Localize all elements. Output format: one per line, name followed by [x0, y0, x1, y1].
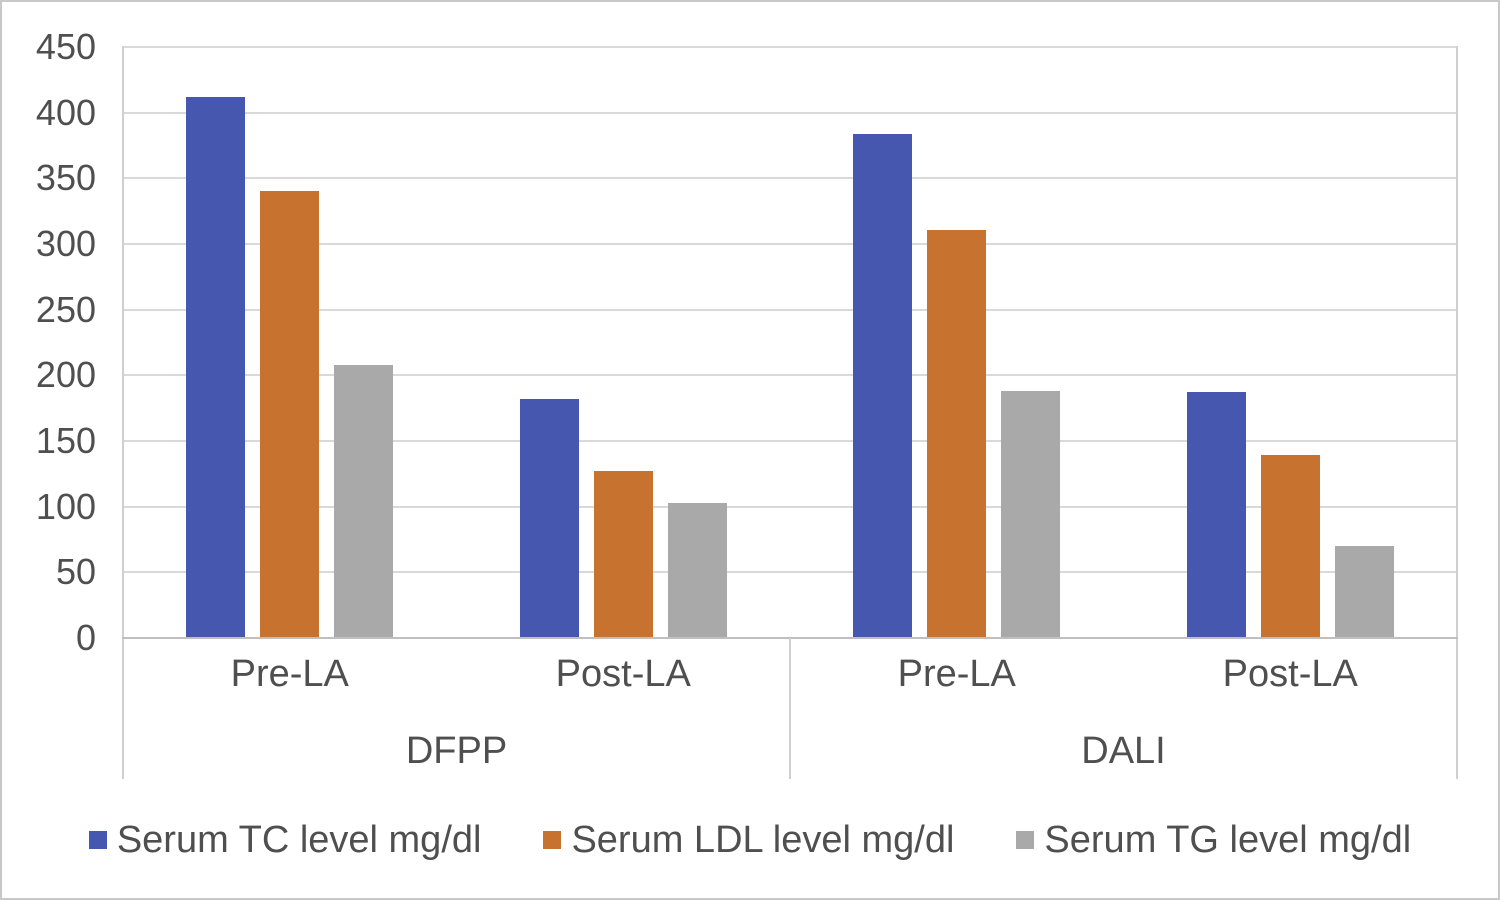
legend-label: Serum TC level mg/dl	[116, 818, 482, 861]
x-axis-group-label: DFPP	[405, 730, 508, 772]
x-axis-phase-label: Pre-LA	[230, 652, 349, 695]
legend-item: Serum TG level mg/dl	[1016, 819, 1411, 862]
x-axis-phase-label: Post-LA	[1222, 652, 1358, 695]
y-tick-label: 350	[35, 157, 96, 199]
x-axis-group-row: DFPP DALI	[123, 710, 1457, 779]
y-tick-label: 400	[35, 91, 96, 133]
gridline	[123, 111, 1457, 114]
gridline	[123, 243, 1457, 245]
y-tick-label: 450	[35, 26, 96, 67]
legend-color-swatch	[543, 831, 562, 849]
y-tick-label: 0	[75, 617, 96, 658]
gridline	[123, 308, 1457, 311]
legend-color-swatch	[1016, 831, 1035, 849]
x-axis-phase-label: Post-LA	[555, 652, 691, 695]
gridline	[123, 177, 1457, 180]
y-tick-label: 100	[35, 485, 96, 527]
gridline	[123, 374, 1457, 377]
legend-label: Serum TG level mg/dl	[1044, 818, 1412, 861]
y-tick-label: 300	[35, 223, 96, 264]
gridline	[123, 440, 1457, 442]
y-tick-label: 250	[35, 288, 96, 330]
x-axis-phase-row: Pre-LA Post-LA Pre-LA Post-LA	[123, 638, 1457, 710]
bar	[519, 398, 579, 638]
x-axis-phase-label: Pre-LA	[897, 652, 1016, 695]
bar	[186, 96, 246, 638]
legend-color-swatch	[88, 831, 107, 849]
gridline	[123, 46, 1457, 48]
legend-label: Serum LDL level mg/dl	[571, 818, 955, 861]
gridline	[123, 571, 1457, 574]
axis-frame-left-line	[122, 46, 124, 779]
plot-area	[123, 46, 1457, 638]
y-tick-label: 200	[35, 354, 96, 396]
bar	[1260, 455, 1320, 638]
x-axis-category-area: Pre-LA Post-LA Pre-LA Post-LA DFPP DALI	[123, 638, 1457, 779]
legend: Serum TC level mg/dl Serum LDL level mg/d…	[2, 814, 1498, 866]
bar	[1186, 392, 1246, 638]
bar	[927, 229, 987, 638]
axis-frame-right-line	[1456, 46, 1458, 779]
bar	[853, 133, 913, 638]
gridline	[123, 505, 1457, 508]
x-axis-group-label: DALI	[1081, 730, 1166, 772]
bar	[667, 502, 727, 638]
bar	[593, 471, 653, 638]
bar	[1334, 546, 1394, 638]
legend-item: Serum LDL level mg/dl	[543, 819, 954, 862]
bar	[334, 364, 394, 638]
y-tick-label: 150	[35, 420, 96, 461]
group-divider-line	[789, 638, 791, 779]
bar	[260, 191, 320, 638]
bar	[1001, 391, 1061, 638]
y-tick-label: 50	[55, 551, 96, 593]
legend-item: Serum TC level mg/dl	[88, 818, 482, 862]
